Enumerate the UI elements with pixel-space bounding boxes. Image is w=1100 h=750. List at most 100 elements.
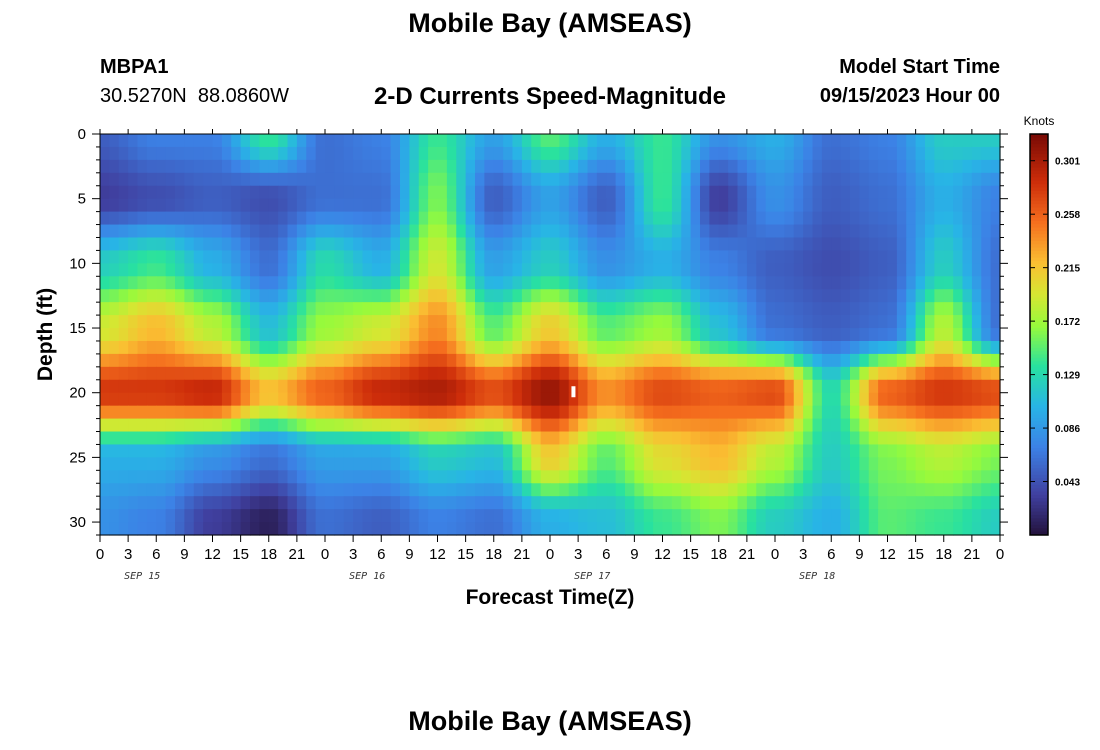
heatmap-cell [156, 302, 167, 316]
heatmap-cell [728, 289, 739, 303]
heatmap-cell [296, 146, 307, 161]
heatmap-cell [746, 496, 757, 510]
heatmap-cell [653, 289, 664, 303]
heatmap-cell [221, 379, 232, 394]
heatmap-cell [137, 302, 148, 316]
heatmap-cell [765, 172, 776, 187]
heatmap-cell [165, 134, 176, 148]
heatmap-cell [428, 353, 439, 368]
heatmap-cell [821, 185, 832, 200]
heatmap-cell [700, 496, 710, 510]
heatmap-cell [128, 224, 139, 239]
heatmap-cell [934, 250, 945, 264]
heatmap-cell [353, 509, 364, 523]
heatmap-cell [784, 224, 795, 239]
heatmap-cell [100, 276, 110, 290]
heatmap-cell [146, 276, 157, 290]
heatmap-cell [512, 328, 523, 342]
heatmap-cell [484, 340, 495, 355]
heatmap-cell [287, 211, 298, 226]
heatmap-cell [953, 392, 964, 407]
heatmap-cell [709, 418, 720, 433]
heatmap-cell [381, 172, 392, 187]
heatmap-cell [250, 224, 260, 239]
heatmap-cell [512, 366, 523, 381]
heatmap-cell [840, 198, 851, 213]
heatmap-cell [100, 353, 110, 368]
heatmap-cell [868, 250, 879, 264]
heatmap-cell [718, 405, 729, 420]
heatmap-cell [259, 444, 270, 458]
heatmap-cell [428, 237, 439, 252]
heatmap-cell [428, 185, 439, 200]
heatmap-cell [746, 185, 757, 200]
heatmap-cell [315, 211, 326, 226]
heatmap-cell [221, 483, 232, 497]
heatmap-cell [812, 289, 823, 303]
heatmap-cell [343, 405, 354, 420]
heatmap-cell [756, 159, 767, 174]
heatmap-cell [615, 328, 626, 342]
heatmap-cell [137, 392, 148, 407]
heatmap-cell [587, 405, 598, 420]
heatmap-cell [128, 250, 139, 264]
heatmap-cell [821, 172, 832, 187]
heatmap-cell [700, 431, 710, 446]
heatmap-cell [868, 431, 879, 446]
x-tick-label: 6 [827, 546, 835, 563]
heatmap-cell [896, 496, 907, 510]
heatmap-cell [690, 392, 701, 407]
heatmap-cell [184, 353, 195, 368]
heatmap-cell [671, 224, 682, 239]
heatmap-cell [446, 483, 457, 497]
heatmap-cell [231, 470, 242, 484]
heatmap-cell [175, 496, 185, 510]
heatmap-cell [221, 302, 232, 316]
heatmap-cell [728, 379, 739, 394]
heatmap-cell [859, 418, 870, 433]
heatmap-cell [981, 159, 992, 174]
heatmap-cell [812, 457, 823, 471]
heatmap-cell [653, 185, 664, 200]
heatmap-cell [681, 185, 692, 200]
heatmap-cell [503, 134, 514, 148]
heatmap-cell [231, 509, 242, 523]
heatmap-cell [137, 483, 148, 497]
heatmap-cell [925, 211, 935, 226]
heatmap-cell [596, 353, 607, 368]
heatmap-cell [437, 457, 448, 471]
heatmap-cell [625, 159, 635, 174]
heatmap-cell [296, 379, 307, 394]
heatmap-cell [718, 237, 729, 252]
heatmap-cell [503, 444, 514, 458]
heatmap-cell [653, 392, 664, 407]
heatmap-cell [943, 315, 954, 329]
heatmap-cell [784, 405, 795, 420]
heatmap-cell [306, 366, 317, 381]
heatmap-cell [868, 289, 879, 303]
heatmap-cell [887, 289, 898, 303]
heatmap-cell [390, 431, 401, 446]
heatmap-cell [700, 444, 710, 458]
heatmap-cell [109, 366, 120, 381]
heatmap-cell [568, 470, 579, 484]
heatmap-cell [859, 509, 870, 523]
heatmap-cell [156, 353, 167, 368]
heatmap-cell [559, 405, 570, 420]
heatmap-cell [475, 483, 485, 497]
colorbar-tick-label: 0.086 [1055, 424, 1080, 435]
heatmap-cell [334, 211, 345, 226]
heatmap-cell [803, 353, 814, 368]
heatmap-cell [943, 224, 954, 239]
heatmap-cell [578, 470, 589, 484]
heatmap-cell [746, 224, 757, 239]
heatmap-cell [381, 276, 392, 290]
heatmap-cell [184, 250, 195, 264]
heatmap-cell [446, 444, 457, 458]
heatmap-cell [859, 237, 870, 252]
heatmap-cell [990, 353, 1001, 368]
heatmap-cell [268, 250, 279, 264]
heatmap-cell [596, 405, 607, 420]
model-start-time: 09/15/2023 Hour 00 [819, 85, 1000, 107]
heatmap-cell [878, 392, 889, 407]
